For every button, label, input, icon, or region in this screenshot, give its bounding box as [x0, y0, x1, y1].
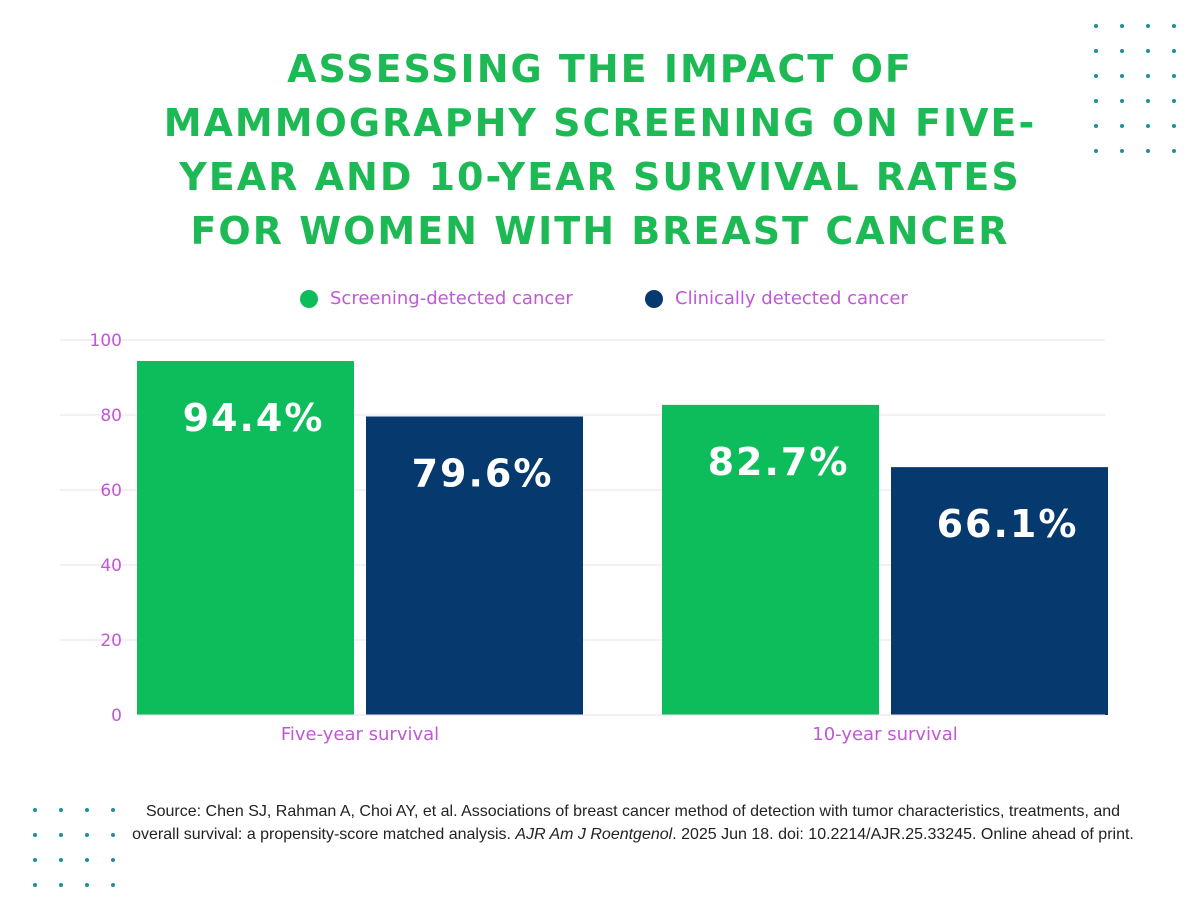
- decorative-dot: [1094, 99, 1098, 103]
- bar-screening: [137, 361, 354, 715]
- decorative-dot: [85, 808, 89, 812]
- legend-item-clinical: Clinically detected cancer: [645, 288, 908, 309]
- legend-label-screening: Screening-detected cancer: [330, 288, 573, 309]
- decorative-dot: [1172, 74, 1176, 78]
- bar-clinical: [891, 467, 1108, 715]
- decorative-dot: [59, 833, 63, 837]
- decorative-dot: [1120, 49, 1124, 53]
- decorative-dot: [33, 833, 37, 837]
- decorative-dot: [59, 858, 63, 862]
- decorative-dot: [85, 833, 89, 837]
- decorative-dot: [111, 808, 115, 812]
- decorative-dot: [1120, 74, 1124, 78]
- y-tick-label: 40: [100, 556, 122, 576]
- x-tick-label: Five-year survival: [281, 724, 439, 745]
- decorative-dot: [85, 858, 89, 862]
- decorative-dot: [1172, 49, 1176, 53]
- legend-swatch-clinical: [645, 289, 663, 308]
- data-label: 94.4%: [183, 396, 325, 440]
- y-tick-label: 0: [111, 706, 122, 726]
- decorative-dot: [59, 808, 63, 812]
- decorative-dot: [1146, 149, 1150, 153]
- legend-label-clinical: Clinically detected cancer: [675, 288, 908, 309]
- decorative-dot: [59, 883, 63, 887]
- decorative-dot: [1094, 24, 1098, 28]
- decorative-dot: [1146, 99, 1150, 103]
- decorative-dot: [1120, 124, 1124, 128]
- decorative-dot: [1146, 74, 1150, 78]
- decorative-dot: [1120, 149, 1124, 153]
- decorative-dot: [1172, 124, 1176, 128]
- legend: Screening-detected cancer Clinically det…: [0, 288, 1200, 318]
- decorative-dot: [1120, 99, 1124, 103]
- chart-title: ASSESSING THE IMPACT OF MAMMOGRAPHY SCRE…: [163, 47, 1037, 253]
- source-text-end: . 2025 Jun 18. doi: 10.2214/AJR.25.33245…: [672, 826, 1134, 843]
- data-label: 82.7%: [708, 440, 850, 484]
- decorative-dot: [1172, 149, 1176, 153]
- data-label: 79.6%: [412, 452, 554, 496]
- legend-swatch-screening: [300, 289, 318, 308]
- decorative-dot: [1172, 24, 1176, 28]
- decorative-dot: [1120, 24, 1124, 28]
- legend-item-screening: Screening-detected cancer: [300, 288, 573, 309]
- decorative-dot: [85, 883, 89, 887]
- data-label: 66.1%: [937, 502, 1079, 546]
- y-tick-label: 20: [100, 631, 122, 651]
- decorative-dot: [1094, 49, 1098, 53]
- decorative-dot: [33, 883, 37, 887]
- y-tick-label: 60: [100, 481, 122, 501]
- decorative-dot: [1094, 149, 1098, 153]
- decorative-dot: [111, 883, 115, 887]
- bar-screening: [662, 404, 879, 715]
- decorative-dot: [1094, 124, 1098, 128]
- decorative-dot: [33, 858, 37, 862]
- decorative-dot: [1146, 124, 1150, 128]
- decorative-dot: [1146, 49, 1150, 53]
- source-text: Source: Chen SJ, Rahman A, Choi AY, et a…: [132, 803, 1121, 843]
- decorative-dot: [33, 808, 37, 812]
- bar-clinical: [366, 416, 583, 715]
- source-journal: AJR Am J Roentgenol: [515, 826, 673, 843]
- x-tick-label: 10-year survival: [812, 724, 958, 745]
- decorative-dot: [1172, 99, 1176, 103]
- y-tick-label: 100: [90, 331, 122, 351]
- decorative-dot: [111, 833, 115, 837]
- source-citation: Source: Chen SJ, Rahman A, Choi AY, et a…: [128, 800, 1138, 846]
- y-tick-label: 80: [100, 406, 122, 426]
- decorative-dot: [1146, 24, 1150, 28]
- decorative-dot: [1094, 74, 1098, 78]
- bar-chart: 0 20 40 60 80 100 94.4% 79.6% Five-year survival…: [60, 331, 1108, 745]
- decorative-dot: [111, 858, 115, 862]
